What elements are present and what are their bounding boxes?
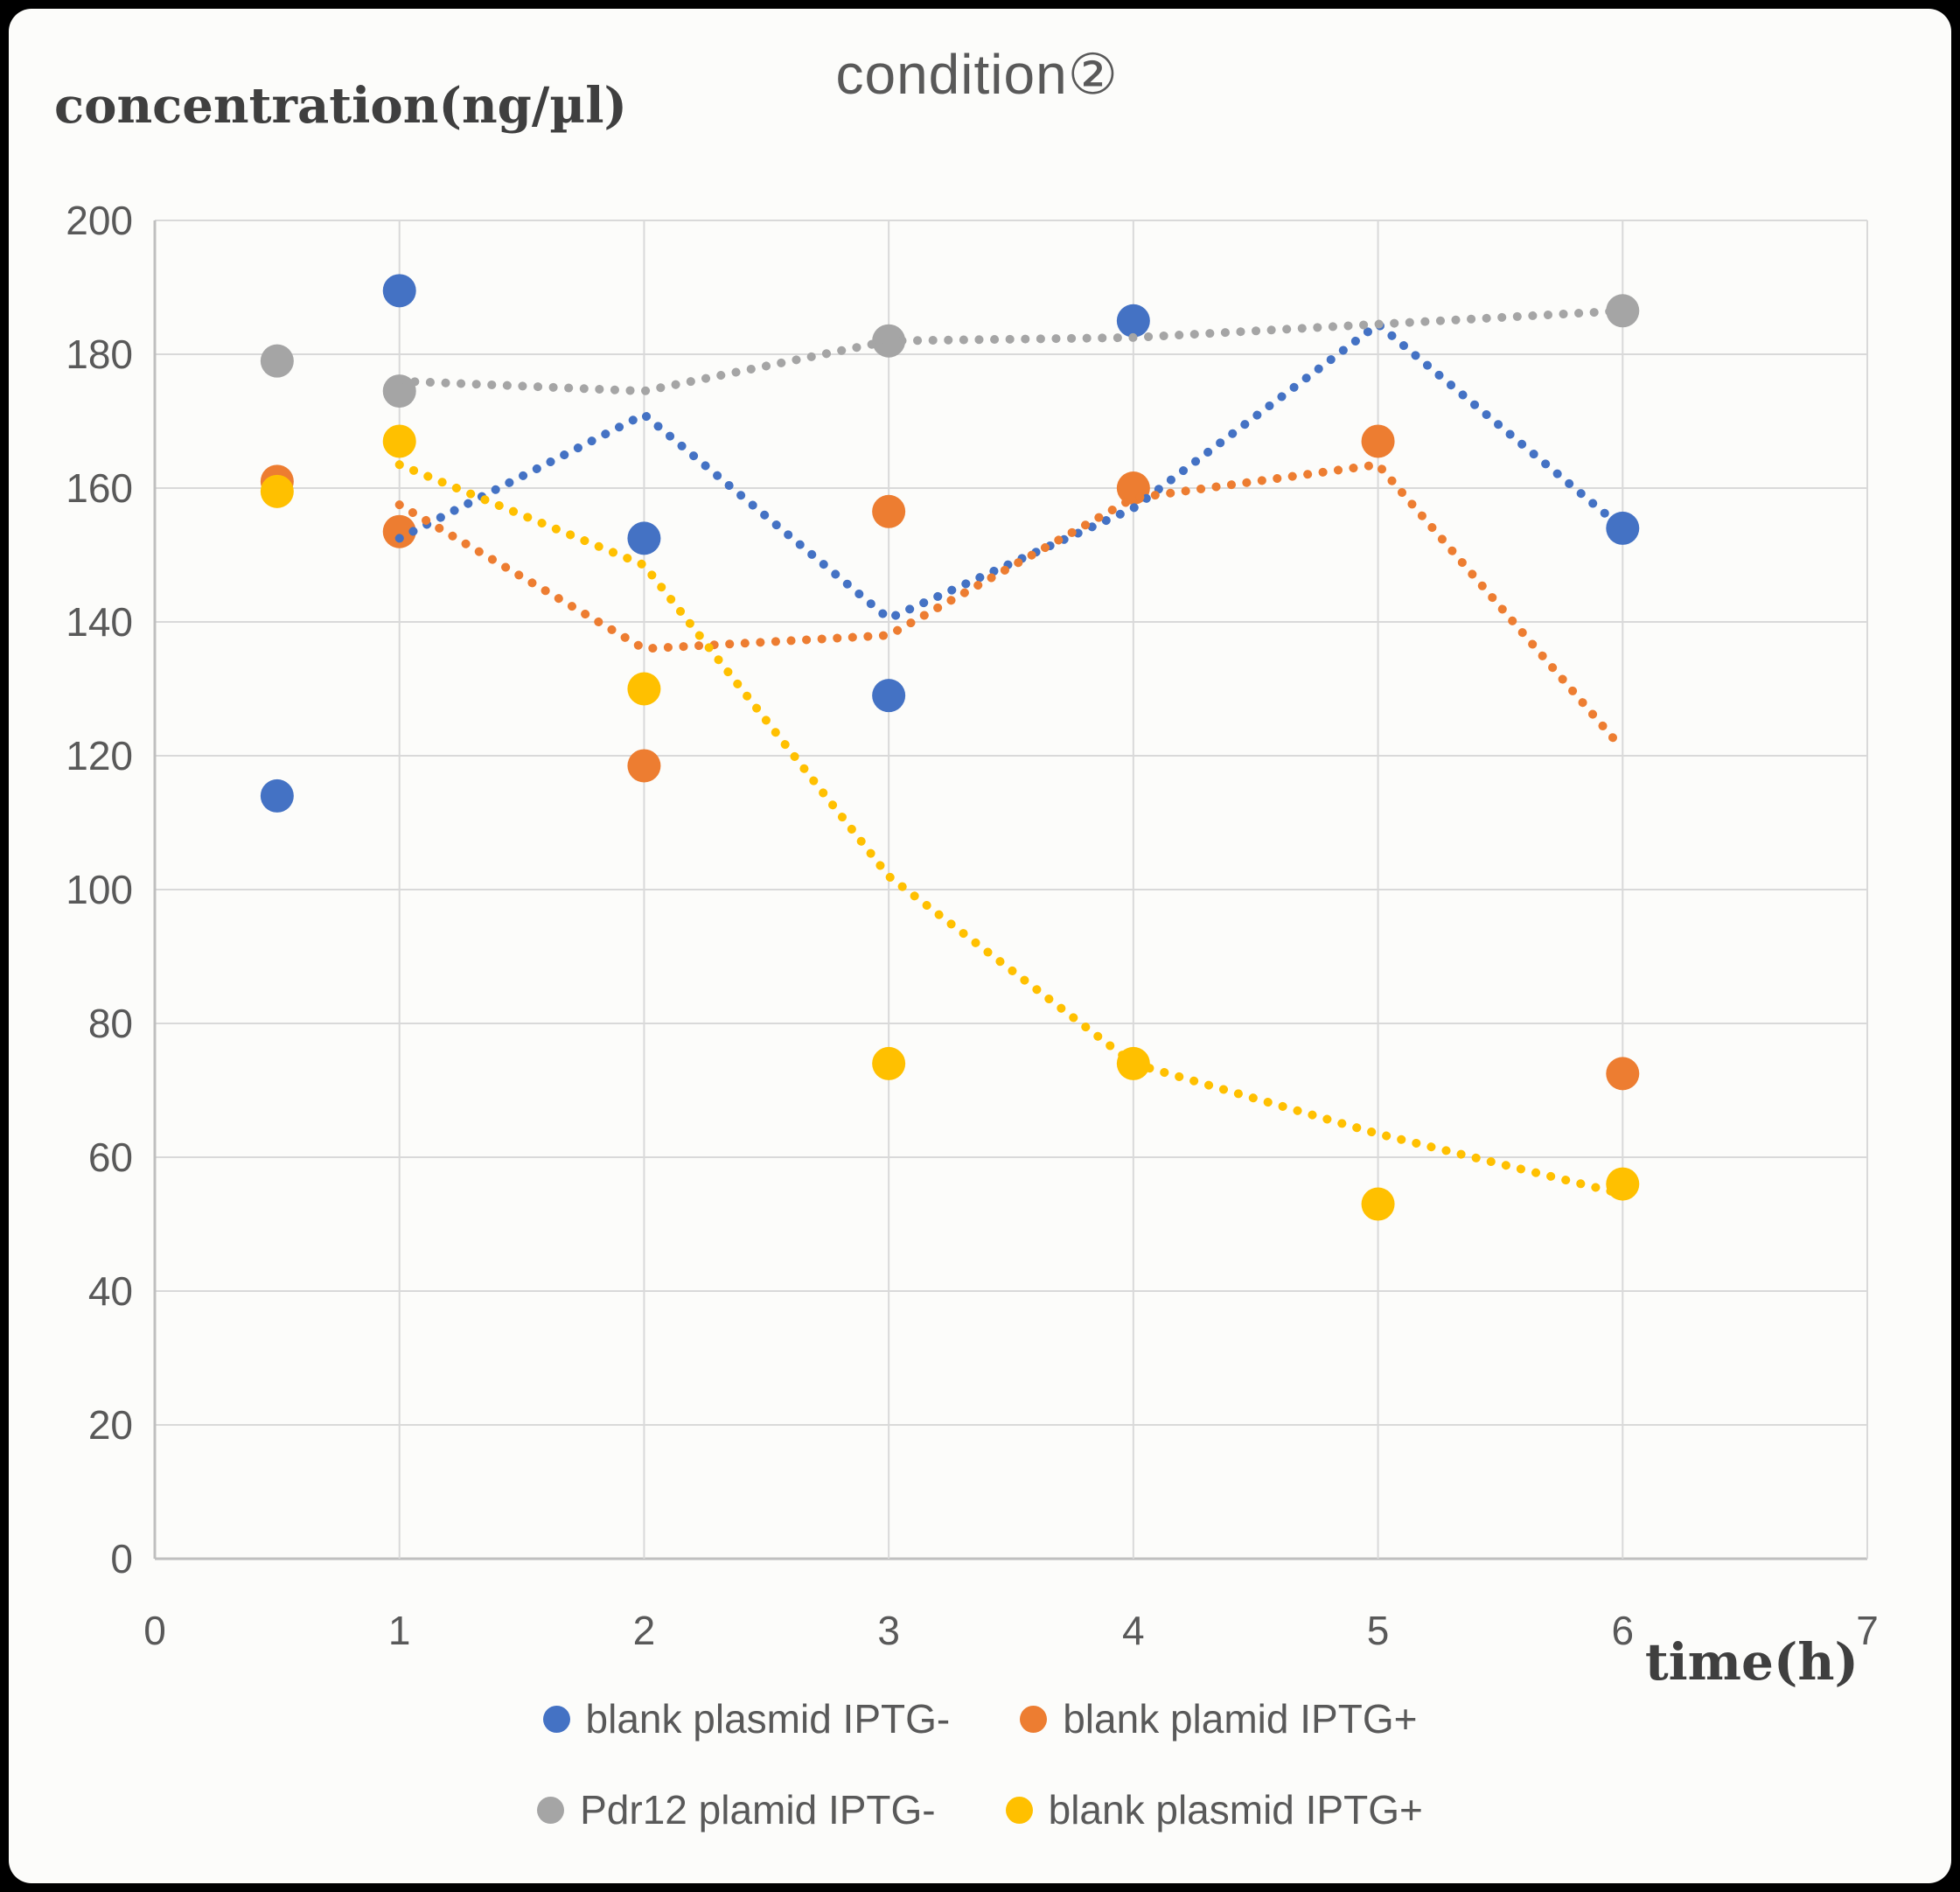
legend-item-2: blank plamid IPTG+: [1020, 1695, 1417, 1742]
y-tick-label: 120: [66, 733, 133, 778]
legend-item-1: blank plasmid IPTG-: [542, 1695, 951, 1742]
x-tick-label: 0: [143, 1608, 166, 1653]
data-point-series-1: [382, 274, 416, 308]
legend-marker-icon: [542, 1705, 570, 1733]
y-tick-label: 60: [88, 1135, 133, 1180]
y-tick-label: 0: [110, 1536, 133, 1581]
x-tick-label: 1: [388, 1608, 411, 1653]
trendline-series-3: [394, 306, 1628, 396]
y-axis-title: concentration(ng/µl): [54, 77, 628, 135]
x-tick-label: 4: [1122, 1608, 1145, 1653]
data-point-series-4: [872, 1046, 906, 1080]
data-point-series-4: [1606, 1167, 1640, 1201]
data-point-series-2: [382, 514, 416, 548]
x-tick-label: 2: [633, 1608, 656, 1653]
legend-marker-icon: [537, 1796, 565, 1824]
legend-label: blank plamid IPTG+: [1063, 1696, 1418, 1742]
legend-marker-icon: [1020, 1705, 1048, 1733]
legend-label: blank plasmid IPTG+: [1048, 1787, 1423, 1833]
y-tick-label: 20: [88, 1402, 133, 1448]
data-point-series-2: [872, 494, 906, 528]
legend-marker-icon: [1005, 1796, 1033, 1824]
data-point-series-3: [1606, 294, 1640, 328]
y-tick-label: 100: [66, 867, 133, 912]
y-tick-label: 140: [66, 599, 133, 645]
y-tick-label: 80: [88, 1001, 133, 1046]
data-point-series-4: [260, 474, 294, 508]
trendline-series-4: [394, 460, 1628, 1199]
data-point-series-4: [1361, 1187, 1395, 1221]
x-tick-label: 3: [877, 1608, 900, 1653]
y-tick-label: 40: [88, 1268, 133, 1314]
y-tick-label: 180: [66, 332, 133, 377]
data-point-series-1: [872, 679, 906, 713]
data-point-series-3: [382, 374, 416, 408]
data-point-series-4: [627, 672, 661, 706]
legend-item-3: Pdr12 plamid IPTG-: [537, 1786, 936, 1833]
trendline-series-2: [394, 459, 1628, 754]
data-point-series-1: [1606, 511, 1640, 545]
y-tick-label: 200: [66, 198, 133, 243]
legend-label: blank plasmid IPTG-: [585, 1696, 951, 1742]
x-tick-label: 5: [1367, 1608, 1390, 1653]
data-point-series-2: [627, 749, 661, 783]
trendline-series-1: [394, 318, 1628, 625]
legend-label: Pdr12 plamid IPTG-: [580, 1787, 936, 1833]
y-tick-label: 160: [66, 465, 133, 511]
data-point-series-4: [382, 424, 416, 458]
data-point-series-2: [1606, 1057, 1640, 1091]
x-tick-label: 6: [1611, 1608, 1634, 1653]
x-tick-label: 7: [1856, 1608, 1879, 1653]
data-point-series-2: [1361, 424, 1395, 458]
chart-title: condition②: [835, 43, 1120, 106]
data-point-series-1: [260, 778, 294, 813]
legend-item-4: blank plasmid IPTG+: [1005, 1786, 1423, 1833]
legend-row-2: Pdr12 plamid IPTG-blank plasmid IPTG+: [537, 1786, 1423, 1833]
data-point-series-1: [627, 521, 661, 555]
chart-legend: blank plasmid IPTG-blank plamid IPTG+ Pd…: [0, 1695, 1960, 1833]
data-point-series-1: [1116, 304, 1150, 338]
legend-row-1: blank plasmid IPTG-blank plamid IPTG+: [542, 1695, 1417, 1742]
data-point-series-3: [260, 344, 294, 378]
x-axis-title: time(h): [1644, 1632, 1859, 1692]
